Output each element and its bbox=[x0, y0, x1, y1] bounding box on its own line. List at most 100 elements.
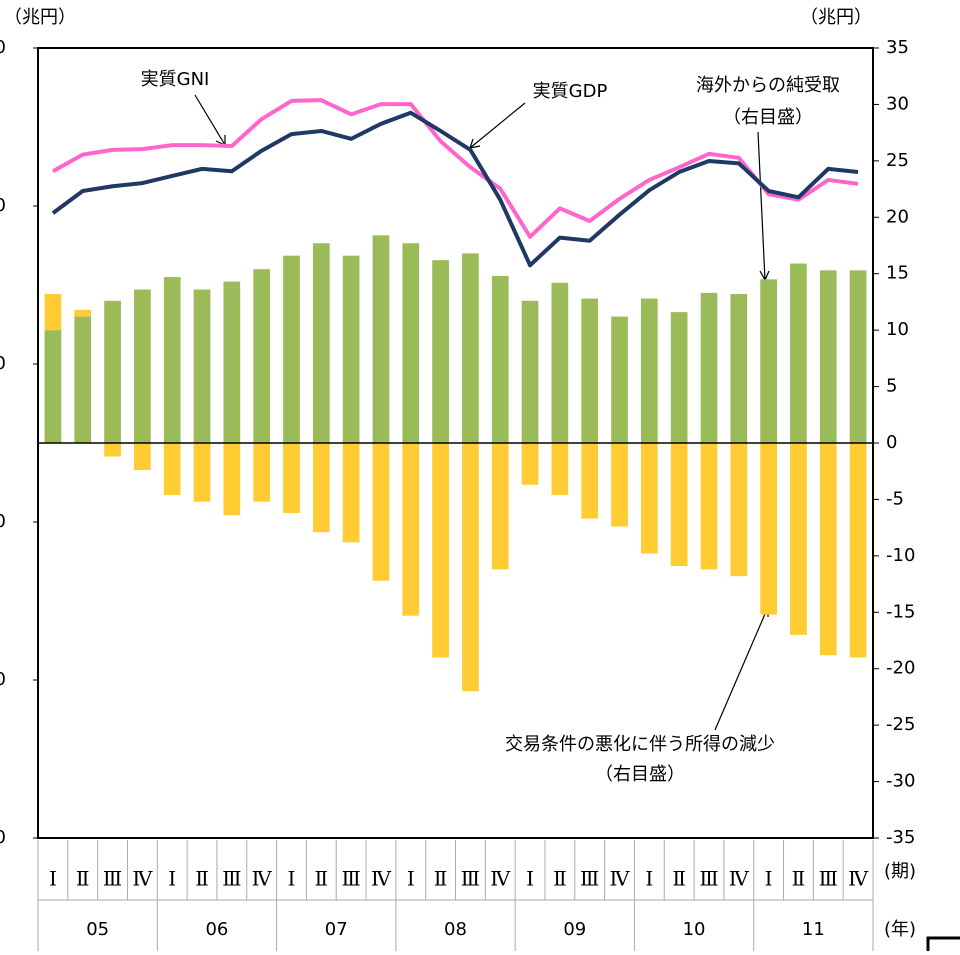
bar bbox=[611, 443, 628, 527]
annotation: （右目盛） bbox=[723, 107, 813, 128]
y2-tick-label: -10 bbox=[886, 545, 915, 566]
y2-tick-label: 15 bbox=[886, 263, 909, 284]
x-tick-label: Ⅲ bbox=[103, 867, 122, 891]
y2-tick-label: 5 bbox=[886, 376, 897, 397]
y-tick-label: 460 bbox=[0, 827, 6, 848]
bar bbox=[432, 260, 449, 443]
x-tick-label: Ⅲ bbox=[461, 867, 480, 891]
bar bbox=[849, 443, 867, 658]
bar bbox=[700, 292, 718, 443]
bar bbox=[730, 294, 748, 443]
annotation: 実質GDP bbox=[533, 81, 608, 102]
bar bbox=[849, 270, 867, 443]
y2-tick-label: -20 bbox=[886, 658, 915, 679]
bar bbox=[104, 300, 121, 443]
x-unit: (期) bbox=[884, 861, 916, 882]
corner-box bbox=[926, 936, 960, 955]
bar bbox=[700, 443, 718, 570]
bar bbox=[253, 443, 271, 502]
x-tick-label: Ⅰ bbox=[288, 867, 296, 891]
year-label: 10 bbox=[683, 919, 706, 940]
x-tick-label: Ⅱ bbox=[76, 867, 90, 891]
bar bbox=[491, 275, 509, 443]
bar bbox=[283, 255, 300, 443]
year-label: 09 bbox=[563, 919, 586, 940]
annotation: 海外からの純受取 bbox=[696, 75, 840, 96]
bar bbox=[312, 243, 330, 443]
year-label: 05 bbox=[86, 919, 109, 940]
x-tick-label: Ⅳ bbox=[610, 867, 631, 891]
bar bbox=[640, 443, 658, 554]
bar bbox=[372, 443, 390, 581]
bar bbox=[163, 277, 181, 443]
y-tick-label: 540 bbox=[0, 195, 6, 216]
bar bbox=[819, 270, 837, 443]
x-tick-label: Ⅱ bbox=[553, 867, 567, 891]
bar bbox=[581, 298, 599, 443]
bar bbox=[163, 443, 181, 495]
year-label: 07 bbox=[325, 919, 348, 940]
bar bbox=[670, 443, 688, 567]
x-tick-label: Ⅰ bbox=[168, 867, 176, 891]
bar bbox=[44, 294, 62, 331]
bar bbox=[44, 330, 62, 443]
line bbox=[51, 98, 859, 239]
bar bbox=[402, 443, 420, 616]
bar bbox=[342, 443, 360, 543]
y-tick-label: 480 bbox=[0, 669, 6, 690]
bar bbox=[74, 309, 92, 317]
x-tick-label: Ⅲ bbox=[222, 867, 241, 891]
x-tick-label: Ⅳ bbox=[252, 867, 273, 891]
x-tick-label: Ⅳ bbox=[848, 867, 869, 891]
bar bbox=[819, 443, 837, 656]
x-tick-label: Ⅲ bbox=[580, 867, 599, 891]
bar bbox=[760, 279, 777, 443]
x-tick-label: Ⅱ bbox=[672, 867, 686, 891]
year-unit: (年) bbox=[884, 919, 916, 940]
y2-tick-label: 20 bbox=[886, 206, 909, 227]
x-tick-label: Ⅰ bbox=[49, 867, 57, 891]
y2-tick-label: 25 bbox=[886, 150, 909, 171]
y2-tick-label: -15 bbox=[886, 601, 915, 622]
bar bbox=[134, 289, 151, 443]
bar bbox=[372, 235, 390, 443]
x-tick-label: Ⅱ bbox=[792, 867, 806, 891]
bar bbox=[551, 282, 569, 443]
bar bbox=[342, 255, 360, 443]
bar bbox=[790, 263, 807, 443]
y2-tick-label: -5 bbox=[886, 488, 904, 509]
x-tick-label: Ⅰ bbox=[765, 867, 773, 891]
y2-tick-label: 30 bbox=[886, 93, 909, 114]
bar bbox=[223, 443, 241, 516]
x-tick-label: Ⅰ bbox=[407, 867, 415, 891]
year-label: 11 bbox=[802, 919, 825, 940]
y2-tick-label: 0 bbox=[886, 432, 897, 453]
bar bbox=[193, 289, 211, 443]
x-tick-label: Ⅱ bbox=[195, 867, 209, 891]
bar bbox=[611, 316, 628, 443]
y2-tick-label: -25 bbox=[886, 714, 915, 735]
y2-tick-label: 10 bbox=[886, 319, 909, 340]
x-tick-label: Ⅲ bbox=[819, 867, 838, 891]
year-label: 06 bbox=[205, 919, 228, 940]
x-tick-label: Ⅱ bbox=[434, 867, 448, 891]
year-label: 08 bbox=[444, 919, 467, 940]
bar bbox=[283, 443, 300, 513]
bar bbox=[790, 443, 807, 635]
bar bbox=[104, 443, 121, 457]
x-tick-label: Ⅲ bbox=[699, 867, 718, 891]
x-tick-label: Ⅳ bbox=[132, 867, 153, 891]
line bbox=[51, 110, 859, 268]
bar bbox=[462, 253, 479, 443]
x-tick-label: Ⅰ bbox=[645, 867, 653, 891]
bar bbox=[521, 443, 539, 485]
bar bbox=[432, 443, 449, 658]
bar bbox=[670, 312, 688, 443]
x-tick-label: Ⅳ bbox=[490, 867, 511, 891]
annotation: 実質GNI bbox=[141, 69, 210, 90]
y-tick-label: 560 bbox=[0, 37, 6, 58]
bar bbox=[521, 300, 539, 443]
y2-tick-label: 35 bbox=[886, 37, 909, 58]
bar bbox=[134, 443, 151, 471]
bar bbox=[551, 443, 569, 495]
